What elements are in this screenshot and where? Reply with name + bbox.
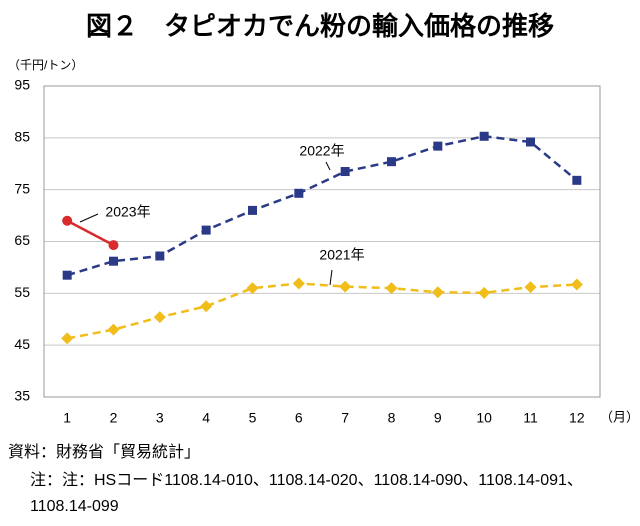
marker [201, 225, 211, 235]
y-tick-label: 35 [14, 388, 30, 404]
x-tick-label: 8 [388, 410, 396, 426]
marker [61, 332, 74, 345]
marker [62, 270, 72, 280]
series-line [66, 219, 115, 247]
x-tick-label: 4 [202, 410, 210, 426]
x-tick-label: 3 [156, 410, 164, 426]
marker [433, 141, 443, 151]
marker [107, 323, 120, 336]
chart-title: 図２ タピオカでん粉の輸入価格の推移 [86, 11, 554, 41]
marker [387, 157, 396, 167]
marker [62, 215, 73, 226]
series-label: 2023年 [105, 204, 150, 220]
marker [108, 240, 119, 251]
chart: 図２ タピオカでん粉の輸入価格の推移 （千円/トン） （月） 354555657… [8, 11, 639, 426]
marker [248, 205, 257, 215]
marker [385, 282, 398, 295]
marker [292, 277, 305, 290]
x-tick-label: 5 [249, 410, 257, 426]
marker [524, 281, 537, 294]
y-tick-label: 85 [14, 129, 30, 145]
x-tick-label: 1 [63, 410, 71, 426]
marker [246, 282, 259, 295]
source: 資料：財務省「貿易統計」 [8, 444, 201, 461]
marker [572, 175, 582, 185]
marker [478, 286, 491, 299]
leader-line [325, 161, 331, 171]
marker [155, 251, 165, 261]
series-label: 2022年 [299, 143, 344, 159]
y-tick-label: 95 [14, 77, 30, 93]
marker [570, 278, 583, 291]
note: 注：注：HSコード1108.14-010、1108.14-020、1108.14… [30, 472, 583, 515]
marker [200, 300, 213, 313]
marker [109, 256, 118, 266]
y-tick-label: 65 [14, 232, 30, 248]
y-tick-label: 55 [14, 284, 30, 300]
series-label: 2021年 [319, 247, 364, 263]
marker [479, 131, 489, 141]
marker [153, 311, 166, 324]
series-line [66, 135, 578, 277]
y-axis-label: （千円/トン） [8, 58, 83, 72]
marker [526, 137, 535, 147]
marker [431, 286, 444, 299]
x-tick-label: 12 [569, 410, 585, 426]
marker [339, 280, 352, 293]
plot-frame [43, 85, 601, 398]
series-line [66, 282, 577, 340]
y-tick-label: 75 [14, 180, 30, 196]
x-tick-label: 10 [476, 410, 492, 426]
leader-line [79, 213, 99, 223]
x-tick-label: 11 [523, 410, 538, 426]
x-tick-label: 6 [295, 410, 303, 426]
x-axis-label: （月） [600, 409, 639, 424]
y-tick-label: 45 [14, 336, 30, 352]
x-tick-label: 7 [341, 410, 349, 426]
x-tick-label: 2 [110, 410, 118, 426]
leader-line [329, 269, 333, 286]
marker [340, 167, 350, 177]
marker [294, 188, 304, 198]
x-tick-label: 9 [434, 410, 442, 426]
